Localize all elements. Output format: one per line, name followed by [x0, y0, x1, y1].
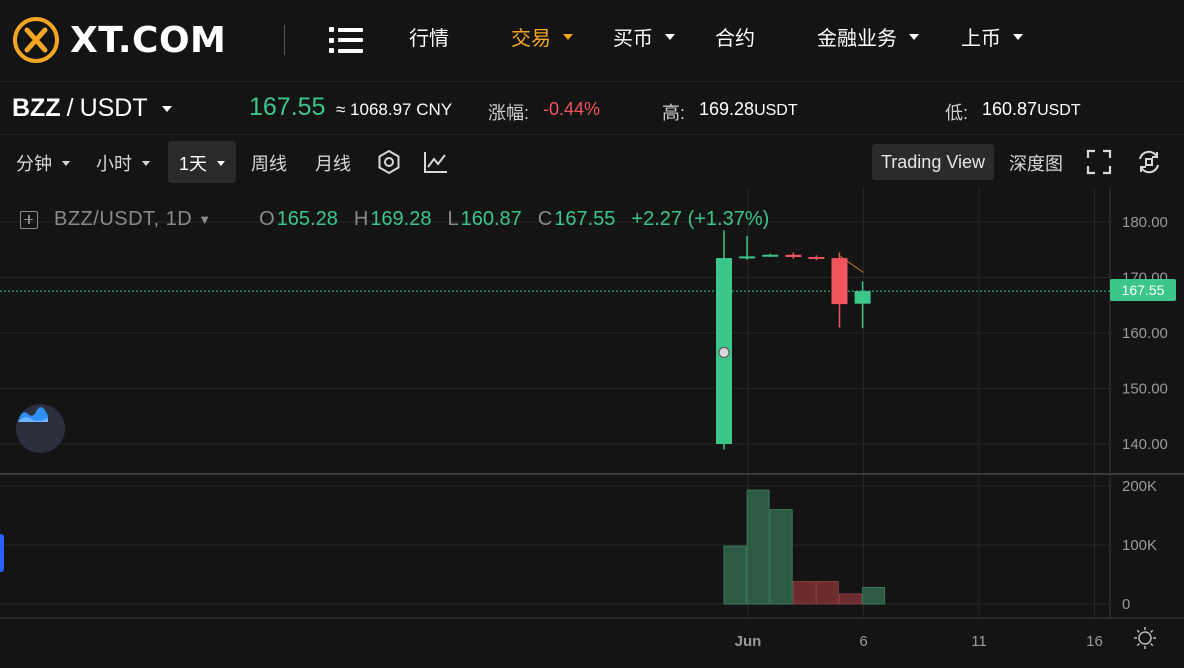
candle-body	[785, 254, 802, 257]
current-price-tag: 167.55	[1110, 279, 1176, 301]
legend-symbol: BZZ/USDT, 1D	[54, 208, 193, 230]
nav-item-finance[interactable]: 金融业务	[817, 22, 919, 51]
volume-bar	[839, 593, 862, 605]
indicator-settings-icon[interactable]	[376, 149, 402, 175]
legend-high-key: H	[353, 208, 369, 230]
chevron-down-icon	[563, 33, 573, 40]
menu-list-icon[interactable]	[329, 27, 364, 53]
high-value: 169.28USDT	[699, 99, 798, 119]
interval-month-button[interactable]: 月线	[315, 154, 351, 174]
pair-separator: /	[66, 94, 74, 122]
nav-divider	[284, 25, 286, 55]
tradingview-logo-icon[interactable]	[16, 404, 65, 453]
nav-item-listing[interactable]: 上币	[961, 22, 1023, 51]
legend-change: +2.27 (+1.37%)	[631, 208, 770, 230]
cny-value: ≈ 1068.97 CNY	[336, 100, 453, 119]
legend-open-key: O	[259, 208, 275, 230]
price-axis-label: 180.00	[1122, 214, 1168, 231]
ticker-bar: BZZ / USDT 167.55 ≈ 1068.97 CNY 涨幅: -0.4…	[0, 81, 1184, 135]
candlestick-chart-svg[interactable]: 140.00150.00160.00170.00180.000100K200KJ…	[0, 188, 1184, 668]
time-axis-label: Jun	[735, 633, 762, 650]
volume-bar	[815, 581, 839, 605]
high-label: 高:	[662, 103, 686, 123]
event-marker	[718, 346, 730, 358]
volume-axis-label: 200K	[1122, 478, 1157, 495]
time-axis-label: 16	[1086, 633, 1103, 650]
legend-low-key: L	[447, 208, 459, 230]
time-axis-label: 6	[859, 633, 867, 650]
candle-body	[808, 256, 825, 259]
ohlc-legend: BZZ/USDT, 1D ▼ O 165.28 H 169.28 L 160.87 C…	[20, 208, 769, 231]
price-axis-label: 150.00	[1122, 381, 1168, 398]
change-label: 涨幅:	[488, 103, 530, 123]
legend-low-value: 160.87	[460, 208, 522, 230]
chevron-down-icon	[665, 33, 675, 40]
pair-quote: USDT	[79, 94, 148, 122]
chevron-down-icon	[161, 105, 172, 112]
nav-item-market[interactable]: 行情	[409, 28, 449, 50]
interval-day-dropdown[interactable]: 1天	[179, 150, 226, 176]
chart-type-icon[interactable]	[423, 150, 449, 174]
low-label: 低:	[945, 103, 969, 123]
volume-bar	[723, 545, 747, 605]
change-value: -0.44%	[543, 99, 601, 119]
last-price: 167.55	[249, 93, 326, 121]
refresh-icon[interactable]	[1135, 148, 1163, 176]
interval-minute-dropdown[interactable]: 分钟	[16, 150, 70, 176]
volume-axis-label: 100K	[1122, 537, 1157, 554]
interval-week-button[interactable]: 周线	[251, 154, 287, 174]
chevron-down-icon	[142, 160, 150, 166]
volume-bar	[862, 586, 886, 605]
nav-item-trade[interactable]: 交易	[511, 22, 573, 51]
volume-bar	[792, 581, 816, 605]
legend-high-value: 169.28	[370, 208, 432, 230]
chevron-down-icon	[62, 160, 70, 166]
candle-body	[762, 254, 779, 257]
low-value: 160.87USDT	[982, 99, 1081, 119]
chevron-down-icon	[1013, 33, 1023, 40]
legend-close-key: C	[537, 208, 553, 230]
price-axis-label: 140.00	[1122, 436, 1168, 453]
xt-logo-icon	[13, 17, 59, 63]
pair-selector[interactable]: BZZ / USDT	[12, 94, 172, 123]
chevron-down-icon	[217, 160, 226, 166]
brand-logo[interactable]: XT.COM	[12, 16, 226, 64]
volume-axis-label: 0	[1122, 596, 1130, 613]
chevron-down-icon	[909, 33, 919, 40]
top-navigation: XT.COM 行情 交易 买币 合约 金融业务 上币	[0, 0, 1184, 80]
legend-open-value: 165.28	[276, 208, 338, 230]
candle-body	[739, 256, 756, 259]
depth-chart-button[interactable]: 深度图	[1009, 154, 1063, 174]
trading-view-button[interactable]: Trading View	[872, 144, 994, 180]
price-axis-label: 160.00	[1122, 325, 1168, 342]
add-indicator-icon[interactable]	[20, 210, 38, 229]
candle-body	[831, 258, 848, 305]
nav-item-buy-crypto[interactable]: 买币	[613, 22, 675, 51]
brand-name: XT.COM	[70, 19, 227, 61]
side-panel-tab[interactable]	[0, 534, 4, 572]
chevron-down-icon[interactable]: ▼	[198, 212, 212, 227]
time-axis-settings-icon[interactable]	[1134, 627, 1156, 649]
fullscreen-icon[interactable]	[1086, 149, 1112, 175]
chart-toolbar: 分钟 小时 1天 周线 月线 Trading View 深度图	[0, 136, 1184, 188]
volume-bar	[746, 489, 770, 605]
price-chart[interactable]: 140.00 150.00 160.00 170.00 180.00 0 100K 200K J…	[0, 188, 1184, 668]
candle-body	[854, 291, 871, 304]
legend-close-value: 167.55	[554, 208, 616, 230]
time-axis-label: 11	[971, 633, 987, 650]
nav-item-futures[interactable]: 合约	[715, 28, 755, 50]
volume-bar	[769, 509, 793, 605]
interval-hour-dropdown[interactable]: 小时	[96, 150, 150, 176]
pair-base: BZZ	[12, 94, 61, 122]
